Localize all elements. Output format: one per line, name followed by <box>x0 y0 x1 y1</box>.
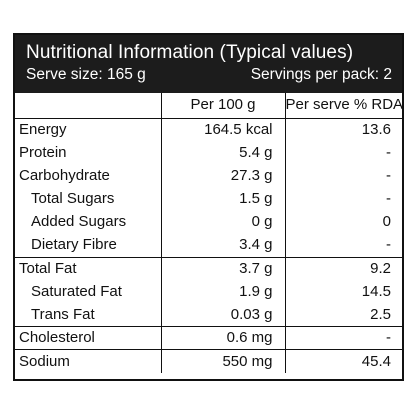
per100-value: 1.5 g <box>160 187 285 211</box>
per100-value: 1.9 g <box>160 280 285 304</box>
per100-value: 0 g <box>160 210 285 234</box>
nutrient-name: Added Sugars <box>31 213 127 231</box>
column-header-row: Per 100 g Per serve % RDA <box>15 93 402 119</box>
rda-value: 9.2 <box>284 257 402 281</box>
rda-value: 13.6 <box>284 118 402 142</box>
label-subheader: Serve size: 165 g Servings per pack: 2 <box>26 65 392 85</box>
rda-value: 0 <box>284 210 402 234</box>
per100-value: 3.7 g <box>160 257 285 281</box>
rda-value: - <box>284 187 402 211</box>
per100-value: 0.6 mg <box>160 326 285 351</box>
row-dietary-fibre: Dietary Fibre 3.4 g - <box>15 233 402 258</box>
row-trans-fat: Trans Fat 0.03 g 2.5 <box>15 303 402 328</box>
nutrition-label: Nutritional Information (Typical values)… <box>13 33 404 381</box>
nutrition-table: Per 100 g Per serve % RDA Energy 164.5 k… <box>15 93 402 374</box>
row-sodium: Sodium 550 mg 45.4 <box>15 349 402 374</box>
servings-per-pack: Servings per pack: 2 <box>250 66 392 83</box>
label-header: Nutritional Information (Typical values)… <box>15 35 402 93</box>
per100-value: 0.03 g <box>160 303 285 328</box>
rda-value: 2.5 <box>284 303 402 328</box>
per100-value: 550 mg <box>160 349 285 374</box>
rda-value: 14.5 <box>284 280 402 304</box>
column-header-per100: Per 100 g <box>160 93 285 119</box>
nutrient-name: Carbohydrate <box>19 166 110 184</box>
row-total-sugars: Total Sugars 1.5 g - <box>15 187 402 211</box>
nutrient-name: Dietary Fibre <box>15 233 161 258</box>
nutrient-name: Saturated Fat <box>31 282 122 300</box>
row-energy: Energy 164.5 kcal 13.6 <box>15 118 402 142</box>
row-total-fat: Total Fat 3.7 g 9.2 <box>15 257 402 281</box>
rda-value: - <box>284 233 402 258</box>
rda-value: - <box>284 141 402 165</box>
row-carbohydrate: Carbohydrate 27.3 g - <box>15 164 402 188</box>
column-header-nutrient <box>15 93 161 119</box>
nutrient-name: Sodium <box>19 352 70 370</box>
per100-value: 27.3 g <box>160 164 285 188</box>
row-cholesterol: Cholesterol 0.6 mg - <box>15 326 402 351</box>
per100-value: 5.4 g <box>160 141 285 165</box>
serve-size: Serve size: 165 g <box>26 66 146 83</box>
row-protein: Protein 5.4 g - <box>15 141 402 165</box>
rda-value: - <box>284 164 402 188</box>
label-title: Nutritional Information (Typical values) <box>26 42 354 63</box>
nutrient-name: Energy <box>19 120 67 138</box>
nutrient-name: Trans Fat <box>15 303 161 328</box>
nutrient-name: Total Sugars <box>31 190 115 208</box>
rda-value: 45.4 <box>284 349 402 374</box>
row-added-sugars: Added Sugars 0 g 0 <box>15 210 402 234</box>
row-saturated-fat: Saturated Fat 1.9 g 14.5 <box>15 280 402 304</box>
nutrient-name: Cholesterol <box>15 326 161 351</box>
nutrient-name: Protein <box>19 143 67 161</box>
nutrient-name: Total Fat <box>19 259 77 277</box>
rda-value: - <box>284 326 402 351</box>
column-header-rda: Per serve % RDA <box>284 93 402 119</box>
per100-value: 3.4 g <box>160 233 285 258</box>
per100-value: 164.5 kcal <box>160 118 285 142</box>
